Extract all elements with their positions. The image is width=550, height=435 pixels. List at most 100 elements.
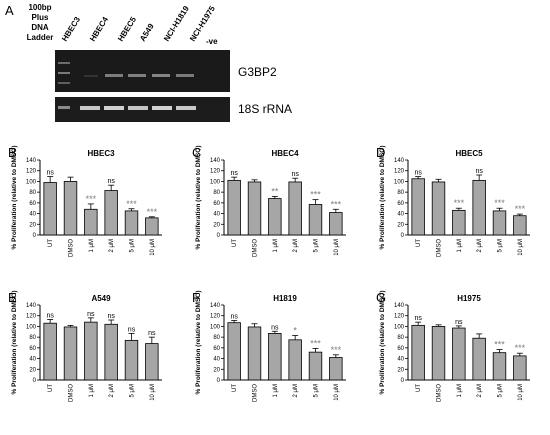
- significance-label: ***: [331, 199, 342, 209]
- bar: [472, 337, 486, 381]
- panel-label: C: [192, 145, 201, 160]
- band-label-18s: 18S rRNA: [238, 102, 292, 116]
- y-tick-label: 120: [26, 169, 37, 175]
- y-tick-label: 40: [213, 357, 220, 363]
- y-tick-label: 100: [210, 324, 221, 330]
- x-tick-label: 5 μM: [498, 239, 504, 252]
- chart-title: HBEC4: [271, 149, 299, 158]
- lane-label: NCI-H1819: [162, 4, 191, 43]
- significance-label: ***: [494, 339, 505, 349]
- y-tick-label: 120: [26, 314, 37, 320]
- x-tick-label: DMSO: [437, 384, 443, 402]
- y-tick-label: 0: [401, 233, 405, 239]
- bar: [329, 357, 343, 381]
- significance-label: ns: [46, 170, 54, 177]
- significance-label: ns: [46, 312, 54, 319]
- y-tick-label: 120: [394, 169, 405, 175]
- bar: [431, 326, 446, 381]
- lane-label: -ve: [206, 37, 218, 46]
- bar: [268, 198, 282, 236]
- ladder-label-line: 100bp: [28, 3, 51, 12]
- bar: [104, 190, 118, 236]
- significance-label: ***: [86, 194, 97, 204]
- bar: [227, 179, 241, 236]
- y-tick-label: 100: [26, 179, 37, 185]
- bar: [513, 215, 527, 236]
- x-tick-label: UT: [48, 239, 54, 247]
- y-tick-label: 80: [29, 335, 36, 341]
- y-tick-label: 80: [213, 190, 220, 196]
- significance-label: ns: [230, 170, 238, 177]
- panel-label: E: [8, 290, 17, 305]
- bar: [411, 324, 425, 381]
- y-tick-label: 0: [401, 378, 405, 384]
- x-tick-label: 2 μM: [109, 239, 115, 252]
- significance-label: ***: [515, 343, 526, 353]
- significance-label: ***: [515, 204, 526, 214]
- significance-label: ns: [87, 311, 95, 318]
- lane-labels: HBEC3 HBEC4 HBEC5 A549 NCI-H1819 NCI-H19…: [60, 4, 218, 46]
- ladder-label-line: DNA: [31, 23, 49, 32]
- y-axis-label: % Proliferation (relative to DMSO): [379, 290, 386, 394]
- significance-label: ns: [148, 330, 156, 337]
- gel-image-18s: [55, 97, 230, 122]
- significance-label: ns: [414, 315, 422, 322]
- x-tick-label: DMSO: [253, 239, 259, 257]
- significance-label: ns: [107, 178, 115, 185]
- lane-label: A549: [138, 22, 156, 43]
- x-tick-label: UT: [232, 239, 238, 247]
- y-tick-label: 80: [397, 190, 404, 196]
- x-tick-label: 1 μM: [273, 384, 279, 397]
- ladder-label-line: Ladder: [27, 33, 54, 42]
- x-tick-label: 10 μM: [518, 384, 524, 401]
- x-tick-label: 10 μM: [334, 239, 340, 256]
- x-tick-label: 5 μM: [314, 239, 320, 252]
- y-tick-label: 40: [29, 212, 36, 218]
- chart-panel-d: D HBEC5 % Proliferation (relative to DMSO)…: [376, 145, 530, 257]
- y-tick-label: 140: [26, 303, 37, 309]
- bar: [63, 181, 78, 236]
- y-tick-label: 20: [29, 222, 36, 228]
- y-tick-label: 0: [33, 378, 37, 384]
- y-tick-label: 20: [397, 222, 404, 228]
- y-tick-label: 0: [217, 233, 221, 239]
- y-tick-label: 40: [397, 212, 404, 218]
- y-tick-label: 60: [397, 201, 404, 207]
- bar: [288, 181, 302, 236]
- panel-label: G: [376, 290, 386, 305]
- y-tick-label: 80: [213, 335, 220, 341]
- bar: [431, 181, 446, 236]
- x-tick-label: 10 μM: [334, 384, 340, 401]
- chart-title: H1819: [273, 294, 297, 303]
- x-tick-label: 2 μM: [293, 384, 299, 397]
- bar: [84, 321, 98, 381]
- significance-label: ns: [455, 319, 463, 326]
- y-tick-label: 120: [394, 314, 405, 320]
- chart-title: HBEC3: [87, 149, 115, 158]
- y-tick-label: 140: [210, 303, 221, 309]
- significance-label: ns: [414, 170, 422, 177]
- panel-label-a: A: [5, 3, 14, 18]
- x-tick-label: 1 μM: [273, 239, 279, 252]
- x-tick-label: 2 μM: [477, 384, 483, 397]
- y-tick-label: 20: [397, 367, 404, 373]
- x-tick-label: 1 μM: [457, 384, 463, 397]
- lane-label: HBEC4: [88, 15, 110, 43]
- y-tick-label: 60: [397, 346, 404, 352]
- y-tick-label: 140: [26, 158, 37, 164]
- chart-title: H1975: [457, 294, 481, 303]
- significance-label: ***: [310, 338, 321, 348]
- y-tick-label: 20: [213, 222, 220, 228]
- lane-label: HBEC5: [116, 15, 138, 43]
- x-tick-label: 10 μM: [150, 384, 156, 401]
- significance-label: ns: [107, 313, 115, 320]
- y-tick-label: 80: [397, 335, 404, 341]
- chart-panel-f: F H1819 % Proliferation (relative to DMSO)…: [192, 290, 346, 402]
- y-tick-label: 140: [210, 158, 221, 164]
- bar: [308, 351, 323, 381]
- x-tick-label: 1 μM: [457, 239, 463, 252]
- y-tick-label: 60: [213, 201, 220, 207]
- y-axis-label: % Proliferation (relative to DMSO): [11, 290, 18, 394]
- bar: [288, 339, 302, 381]
